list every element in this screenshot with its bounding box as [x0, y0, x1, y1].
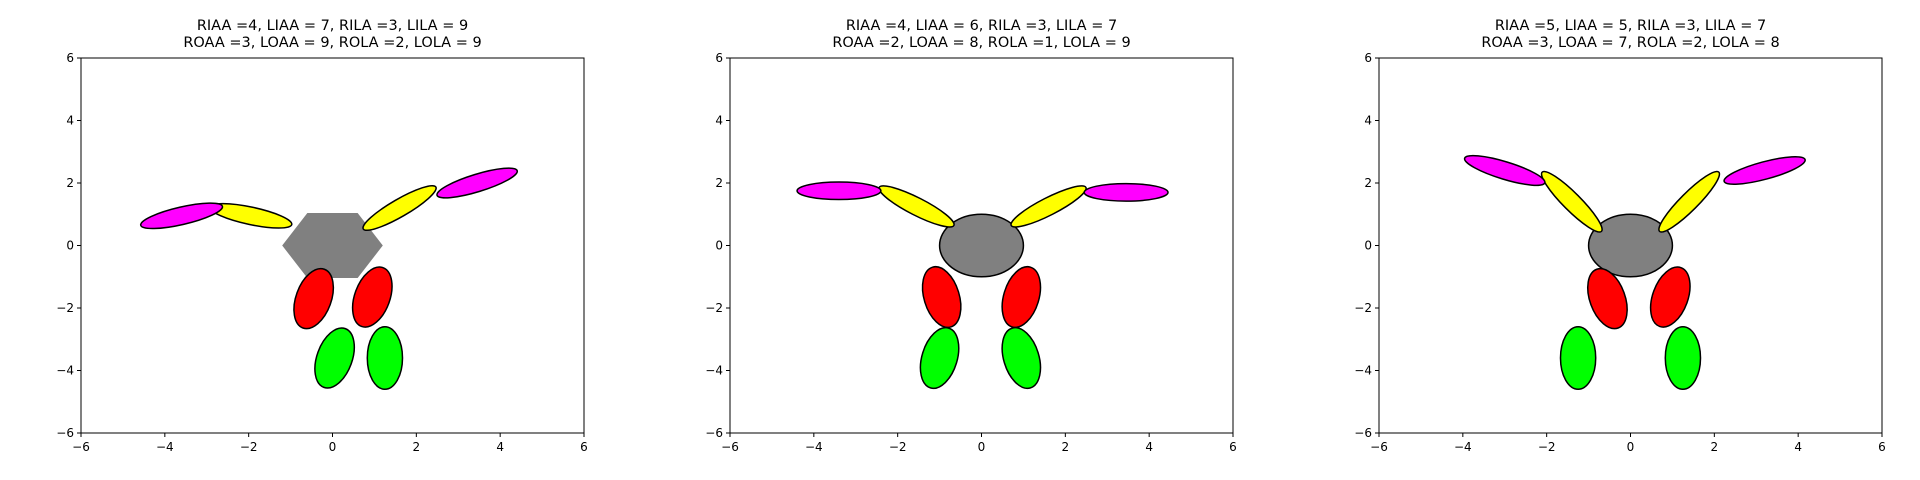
left-upper-arm-ellipse	[1010, 185, 1087, 228]
x-tick-label: −4	[156, 440, 174, 454]
x-tick-label: −2	[240, 440, 258, 454]
y-tick-label: 0	[66, 239, 74, 253]
y-tick-label: −4	[56, 364, 74, 378]
y-tick-label: 6	[66, 51, 74, 65]
x-tick-label: 6	[1878, 440, 1886, 454]
y-tick-label: −6	[705, 426, 723, 440]
chart-title-line-1: RIAA =5, LIAA = 5, RILA =3, LILA = 7	[1495, 18, 1766, 34]
y-tick-label: 4	[1364, 114, 1372, 128]
x-tick-label: −4	[805, 440, 823, 454]
body-hexagon	[282, 213, 383, 278]
right-thigh-ellipse	[1587, 267, 1628, 330]
left-shin-ellipse	[366, 326, 404, 390]
y-tick-label: 6	[1364, 51, 1372, 65]
right-shin-ellipse	[919, 326, 960, 390]
y-tick-label: −6	[1354, 426, 1372, 440]
x-tick-label: −6	[72, 440, 90, 454]
y-tick-label: −2	[56, 301, 74, 315]
left-forearm-ellipse	[1723, 155, 1806, 186]
plot-area	[796, 181, 1169, 390]
body-ellipse	[938, 213, 1025, 278]
y-tick-label: 6	[715, 51, 723, 65]
left-forearm-ellipse	[1083, 182, 1169, 202]
y-tick-label: −4	[705, 364, 723, 378]
chart-title-line-2: ROAA =3, LOAA = 9, ROLA =2, LOLA = 9	[183, 35, 481, 51]
y-tick-label: −4	[1354, 364, 1372, 378]
subplot-3: RIAA =5, LIAA = 5, RILA =3, LILA = 7ROAA…	[1354, 18, 1886, 454]
y-tick-label: −2	[1354, 301, 1372, 315]
subplot-2: RIAA =4, LIAA = 6, RILA =3, LILA = 7ROAA…	[705, 18, 1237, 454]
left-thigh-ellipse	[1649, 266, 1691, 328]
y-tick-label: 0	[1364, 239, 1372, 253]
x-tick-label: 0	[329, 440, 337, 454]
plot-area	[1463, 154, 1806, 390]
left-shin-ellipse	[1001, 326, 1042, 390]
x-tick-label: 2	[413, 440, 421, 454]
right-thigh-ellipse	[921, 265, 962, 329]
right-forearm-ellipse	[796, 181, 882, 201]
right-shin-ellipse	[1559, 326, 1597, 390]
y-tick-label: 4	[66, 114, 74, 128]
x-tick-label: 0	[978, 440, 986, 454]
x-tick-label: 4	[1794, 440, 1802, 454]
y-tick-label: 2	[1364, 176, 1372, 190]
left-upper-arm-ellipse	[1658, 170, 1721, 233]
x-tick-label: −6	[721, 440, 739, 454]
x-tick-label: 6	[1229, 440, 1237, 454]
left-thigh-ellipse	[1001, 265, 1042, 329]
y-tick-label: 2	[715, 176, 723, 190]
body-ellipse	[1587, 213, 1674, 278]
x-tick-label: −2	[889, 440, 907, 454]
right-shin-ellipse	[314, 327, 356, 389]
y-tick-label: −2	[705, 301, 723, 315]
chart-title-line-2: ROAA =2, LOAA = 8, ROLA =1, LOLA = 9	[832, 35, 1130, 51]
chart-title-line-2: ROAA =3, LOAA = 7, ROLA =2, LOLA = 8	[1481, 35, 1779, 51]
right-thigh-ellipse	[293, 267, 335, 330]
left-forearm-ellipse	[436, 167, 519, 199]
x-tick-label: 4	[496, 440, 504, 454]
right-forearm-ellipse	[1463, 154, 1546, 187]
y-tick-label: −6	[56, 426, 74, 440]
x-tick-label: 6	[580, 440, 588, 454]
x-tick-label: 0	[1627, 440, 1635, 454]
x-tick-label: 2	[1062, 440, 1070, 454]
x-tick-label: 4	[1145, 440, 1153, 454]
subplot-1: RIAA =4, LIAA = 7, RILA =3, LILA = 9ROAA…	[56, 18, 588, 454]
x-tick-label: −6	[1370, 440, 1388, 454]
x-tick-label: −4	[1454, 440, 1472, 454]
left-thigh-ellipse	[351, 266, 393, 328]
y-tick-label: 4	[715, 114, 723, 128]
chart-title-line-1: RIAA =4, LIAA = 7, RILA =3, LILA = 9	[197, 18, 468, 34]
x-tick-label: 2	[1711, 440, 1719, 454]
y-tick-label: 2	[66, 176, 74, 190]
left-upper-arm-ellipse	[362, 184, 437, 232]
plot-area	[139, 167, 519, 390]
y-tick-label: 0	[715, 239, 723, 253]
left-shin-ellipse	[1664, 326, 1702, 390]
right-forearm-ellipse	[139, 202, 224, 230]
x-tick-label: −2	[1538, 440, 1556, 454]
chart-title-line-1: RIAA =4, LIAA = 6, RILA =3, LILA = 7	[846, 18, 1117, 34]
right-upper-arm-ellipse	[1540, 170, 1603, 233]
